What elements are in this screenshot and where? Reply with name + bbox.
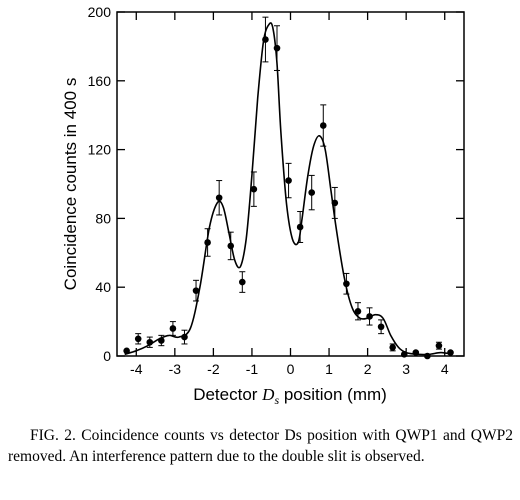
data-point (158, 337, 165, 344)
y-tick-label: 0 (103, 348, 111, 364)
data-point (366, 313, 373, 320)
y-tick-label: 80 (95, 210, 111, 226)
y-tick-label: 160 (88, 73, 112, 89)
plot-frame (116, 11, 465, 357)
data-point (204, 239, 211, 246)
data-point (296, 223, 304, 231)
x-axis-label-suffix: position (mm) (279, 385, 387, 404)
x-tick-label: -3 (169, 361, 182, 377)
data-point (412, 349, 420, 356)
x-axis-label: Detector Ds position (mm) (193, 385, 387, 407)
data-point (192, 287, 200, 294)
y-tick-label: 200 (88, 4, 112, 20)
y-tick-label: 120 (88, 142, 112, 158)
x-tick-label: 0 (287, 361, 295, 377)
data-point (447, 349, 454, 356)
x-tick-label: -4 (130, 361, 143, 377)
data-point (239, 278, 246, 286)
data-point (389, 344, 396, 351)
data-point (169, 325, 177, 332)
data-points-layer (123, 16, 454, 360)
data-point (134, 335, 142, 343)
x-tick-label: -1 (246, 361, 259, 377)
x-tick-label: 2 (364, 361, 372, 377)
data-point (377, 323, 385, 331)
x-axis-label-subscript: s (274, 393, 279, 407)
fit-curve-layer (124, 22, 453, 356)
x-axis-label-variable: D (261, 385, 275, 404)
data-point (343, 280, 350, 288)
data-point (354, 307, 362, 315)
y-axis-label: Coincidence counts in 400 s (61, 78, 80, 291)
x-tick-label: -2 (207, 361, 220, 377)
data-point (400, 350, 408, 358)
data-point (273, 44, 281, 52)
data-point (215, 194, 223, 202)
data-point (227, 242, 235, 250)
x-axis-label-prefix: Detector (193, 385, 262, 404)
data-point (319, 122, 327, 129)
data-point (331, 199, 339, 207)
y-tick-label: 40 (95, 279, 111, 295)
data-point (424, 352, 431, 360)
x-tick-label: 1 (325, 361, 333, 377)
x-tick-label: 4 (441, 361, 449, 377)
data-point (308, 189, 316, 196)
data-point (123, 347, 130, 355)
x-tick-label: 3 (402, 361, 410, 377)
data-point (262, 36, 269, 43)
figure-caption: FIG. 2. Coincidence counts vs detector D… (8, 427, 513, 465)
data-point (146, 338, 154, 346)
fit-curve (124, 22, 453, 356)
data-point (285, 177, 292, 184)
data-point (435, 342, 443, 349)
data-point (181, 333, 188, 341)
data-point (250, 185, 258, 193)
